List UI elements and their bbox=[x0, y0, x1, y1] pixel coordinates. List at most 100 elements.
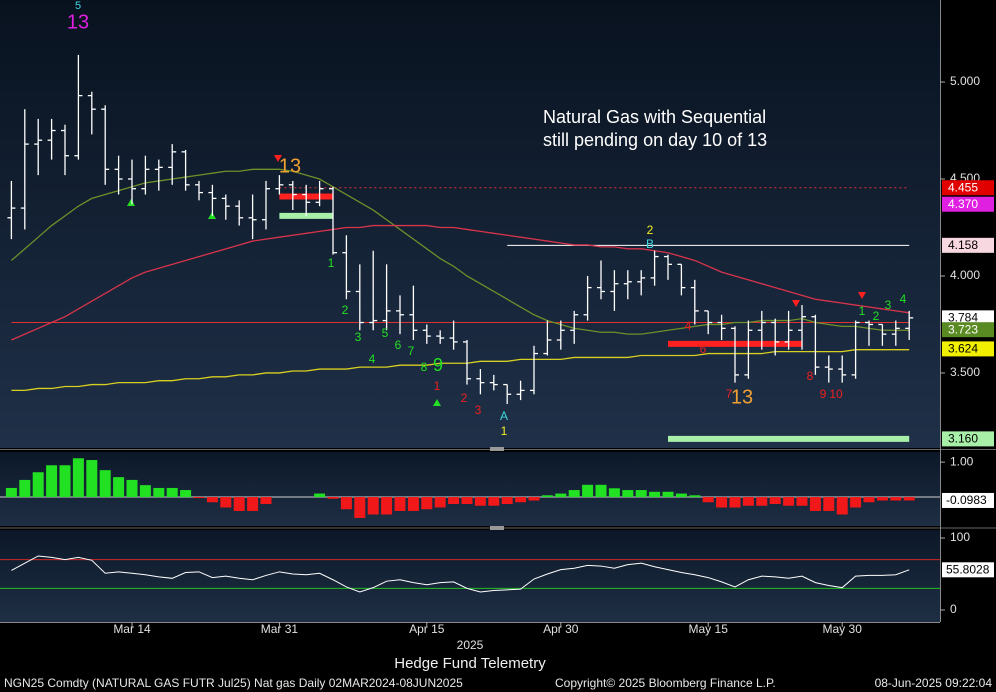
x-tick-label: Apr 30 bbox=[543, 622, 579, 636]
sequential-count: 13 bbox=[279, 155, 301, 177]
histogram-bar bbox=[702, 497, 714, 503]
histogram-bar bbox=[582, 484, 594, 498]
histogram-bar bbox=[555, 493, 567, 498]
x-tick-label: Apr 15 bbox=[409, 622, 445, 636]
price-tag bbox=[942, 322, 994, 338]
histogram-bar bbox=[863, 497, 875, 503]
histogram-bar bbox=[340, 497, 352, 510]
y-tick-label: 5.000 bbox=[950, 74, 980, 88]
histogram-bar bbox=[488, 497, 500, 506]
histogram-bar bbox=[206, 497, 218, 503]
sequential-count: 2 bbox=[461, 391, 468, 405]
rsi-line bbox=[11, 555, 910, 593]
histogram-bar bbox=[220, 497, 232, 508]
price-tag-label: 4.455 bbox=[948, 180, 978, 194]
histogram-bar bbox=[742, 497, 754, 506]
sequential-count: 1 bbox=[328, 256, 335, 270]
histogram-bar bbox=[876, 497, 888, 501]
moving-average bbox=[11, 349, 910, 392]
sequential-count: 2 bbox=[873, 309, 880, 323]
histogram-bar bbox=[233, 497, 245, 511]
sequential-count: 1 bbox=[434, 379, 441, 393]
histogram-bar bbox=[139, 485, 151, 498]
histogram-bar bbox=[635, 490, 647, 498]
price-tag bbox=[942, 341, 994, 357]
histogram-bar bbox=[622, 490, 634, 498]
sequential-count: 2 bbox=[647, 223, 654, 237]
y-tick-label: 3.500 bbox=[950, 365, 980, 379]
sell-arrow bbox=[274, 155, 282, 162]
price-tag bbox=[942, 431, 994, 447]
buy-arrow bbox=[127, 199, 135, 206]
sell-arrow bbox=[858, 292, 866, 299]
x-tick-label: Mar 31 bbox=[261, 622, 299, 636]
annotation: still pending on day 10 of 13 bbox=[543, 130, 767, 150]
price-tag-label: 4.370 bbox=[948, 197, 978, 211]
histogram-bar bbox=[474, 497, 486, 506]
y-tick-label: 100 bbox=[950, 530, 970, 544]
histogram-bar bbox=[260, 497, 272, 505]
sequential-count: 3 bbox=[475, 403, 482, 417]
histogram-bar bbox=[367, 497, 379, 515]
histogram-bar bbox=[19, 479, 31, 498]
histogram-bar bbox=[381, 497, 393, 515]
histogram-bar bbox=[354, 497, 366, 518]
sequential-count: 5 bbox=[75, 0, 81, 12]
histogram-bar bbox=[153, 487, 165, 498]
sell-arrow bbox=[792, 300, 800, 307]
histogram-bar bbox=[166, 487, 178, 498]
sequential-count: 6 bbox=[395, 338, 402, 352]
sequential-count: 1 bbox=[859, 304, 866, 318]
histogram-bar bbox=[729, 497, 741, 508]
histogram-bar bbox=[769, 497, 781, 505]
sequential-count: 4 bbox=[369, 352, 376, 366]
histogram-bar bbox=[836, 497, 848, 515]
histogram-bar bbox=[180, 490, 192, 498]
histogram-bar bbox=[314, 493, 326, 498]
histogram-bar bbox=[675, 493, 687, 498]
moving-average bbox=[11, 224, 910, 341]
annotation: Natural Gas with Sequential bbox=[543, 107, 766, 127]
histogram-bar bbox=[501, 497, 513, 505]
histogram-bar bbox=[662, 491, 674, 498]
resize-handle bbox=[490, 526, 504, 530]
sequential-count: 1 bbox=[501, 424, 508, 438]
value-tag-label: -0.0983 bbox=[946, 493, 987, 507]
sequential-count: 13 bbox=[67, 11, 89, 33]
sequential-count: 3 bbox=[885, 298, 892, 312]
histogram-bar bbox=[756, 497, 768, 506]
histogram-bar bbox=[595, 484, 607, 498]
x-axis-year: 2025 bbox=[457, 638, 484, 652]
y-tick-label: 1.00 bbox=[950, 454, 974, 468]
sequential-count: 9 bbox=[433, 355, 443, 375]
security-info: NGN25 Comdty (NATURAL GAS FUTR Jul25) Na… bbox=[4, 676, 463, 690]
price-tag-label: 3.784 bbox=[948, 311, 978, 325]
histogram-bar bbox=[890, 497, 902, 501]
sequential-count: 8 bbox=[421, 360, 428, 374]
histogram-bar bbox=[649, 491, 661, 498]
histogram-bar bbox=[903, 497, 915, 501]
histogram-bar bbox=[247, 497, 259, 511]
histogram-bar bbox=[823, 497, 835, 511]
histogram-bar bbox=[528, 497, 540, 501]
x-tick-label: Mar 14 bbox=[113, 622, 151, 636]
histogram-bar bbox=[434, 497, 446, 508]
rsi-panel bbox=[0, 530, 940, 622]
histogram-bar bbox=[193, 497, 205, 499]
sequential-count: 5 bbox=[382, 326, 389, 340]
histogram-bar bbox=[421, 497, 433, 510]
x-tick-label: May 15 bbox=[689, 622, 729, 636]
resize-handle bbox=[490, 447, 504, 451]
price-tag bbox=[942, 180, 994, 196]
histogram-bar bbox=[72, 458, 84, 498]
histogram-bar bbox=[515, 497, 527, 503]
price-tag bbox=[942, 237, 994, 253]
histogram-bar bbox=[783, 497, 795, 506]
histogram-bar bbox=[461, 497, 473, 505]
y-tick-label: 0 bbox=[950, 602, 957, 616]
sequential-count: 9 bbox=[820, 387, 827, 401]
histogram-bar bbox=[568, 490, 580, 498]
histogram-bar bbox=[46, 465, 58, 498]
sequential-count: 2 bbox=[342, 303, 349, 317]
